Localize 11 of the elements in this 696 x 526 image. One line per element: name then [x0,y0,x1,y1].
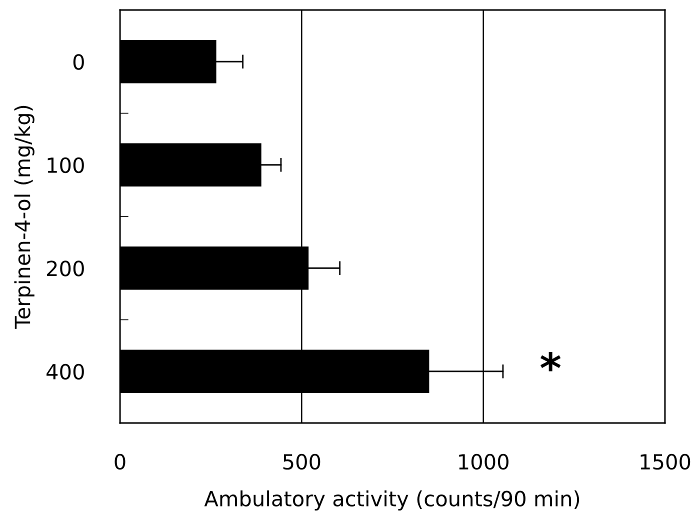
x-tick-label: 1500 [640,454,690,470]
y-axis-title: Terpinen-4-ol (mg/kg) [14,106,34,329]
annotation: * [540,352,561,372]
x-tick-label: 0 [114,454,126,470]
x-axis-title: Ambulatory activity (counts/90 min) [204,490,580,511]
y-tick-label: 200 [47,260,84,276]
y-tick-label: 0 [73,54,84,70]
x-tick-label: 500 [283,454,320,470]
x-tick-label: 1000 [459,454,508,470]
y-tick-label: 100 [48,157,84,174]
y-tick-label: 400 [46,364,84,380]
